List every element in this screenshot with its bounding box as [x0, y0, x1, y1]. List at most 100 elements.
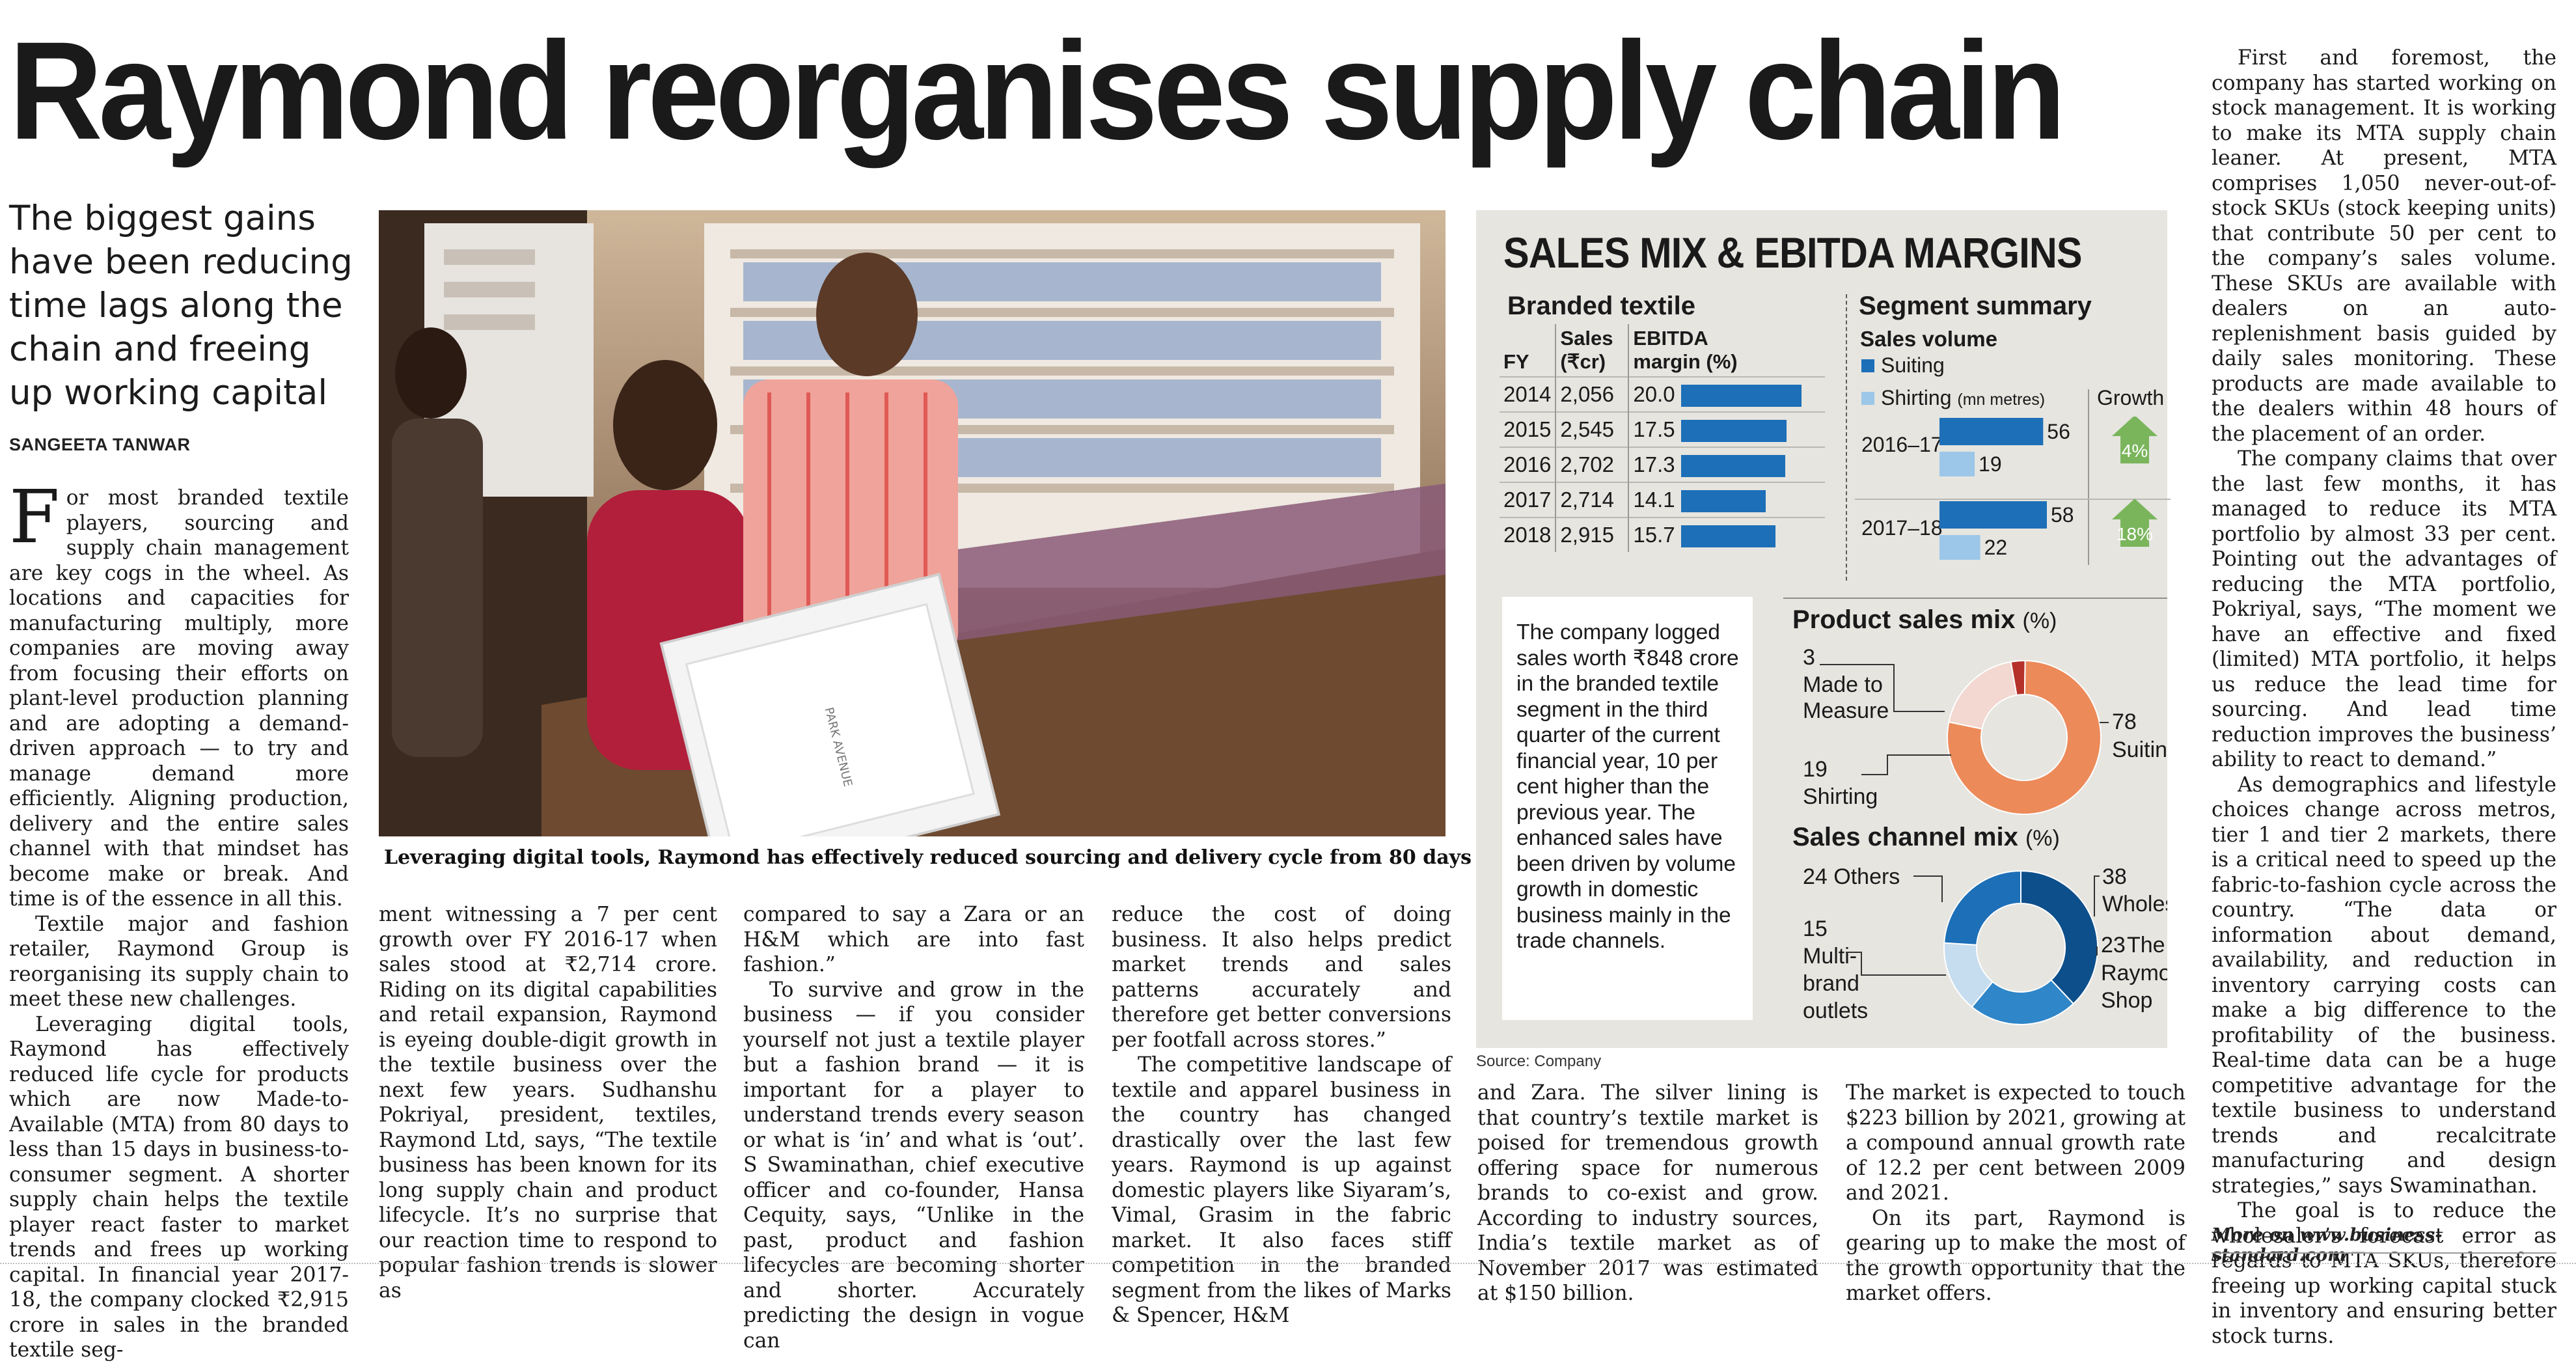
leader-line [1820, 664, 1945, 712]
cell-fy: 2015 [1500, 411, 1557, 447]
table-row: 2015 2,545 17.5 [1500, 411, 1825, 447]
slice-value: 3 [1803, 645, 1815, 670]
source-note: Source: Company [1476, 1053, 1602, 1070]
paragraph: The goal is to reduce the wholesaler’s f… [2212, 1199, 2556, 1348]
slice-value: 15 [1803, 916, 1828, 941]
paragraph: The company claims that over the last fe… [2212, 447, 2556, 771]
suiting-value: 58 [2051, 503, 2074, 527]
cell-margin: 20.0 [1628, 376, 1825, 412]
channel-mix-unit: (%) [2025, 826, 2060, 851]
branded-textile-rows: 2014 2,056 20.0 2015 2,545 17.5 2016 2,702 17.3 2… [1500, 376, 1825, 552]
col-header-fy-text: FY [1503, 350, 1529, 373]
sales-note-box [1502, 597, 1753, 1020]
table-row: 2017 2,714 14.1 [1500, 482, 1825, 517]
article-column-6: The market is expected to touch $223 bil… [1846, 1081, 2185, 1306]
shirting-bar [1939, 452, 1975, 476]
paragraph: or most branded textile players, sourcin… [9, 486, 349, 911]
slice-label: Shirting [1803, 784, 1878, 809]
growth-arrow-icon [2112, 499, 2158, 547]
mix-section-rule [1783, 598, 2167, 599]
col-header-ebitda: EBITDA margin (%) [1628, 324, 1825, 377]
suiting-bar [1939, 501, 2047, 529]
margin-bar [1681, 455, 1786, 478]
slice-value: 78 [2112, 709, 2137, 734]
slice-label: Suiting [2112, 737, 2167, 762]
cell-fy: 2016 [1500, 447, 1557, 482]
product-mix-unit: (%) [2022, 609, 2057, 633]
slice-label: Multi- [1803, 944, 1857, 969]
table-row: 2014 2,056 20.0 [1500, 376, 1825, 412]
slice-value: 19 [1803, 757, 1828, 782]
paragraph: reduce the cost of doing business. It al… [1112, 903, 1451, 1052]
cell-fy: 2014 [1500, 376, 1557, 412]
margin-value: 14.1 [1633, 487, 1675, 512]
paragraph: The competitive landscape of textile and… [1112, 1053, 1451, 1327]
paragraph: ment witnessing a 7 per cent growth over… [379, 903, 717, 1302]
margin-value: 17.3 [1633, 452, 1675, 476]
leader-line [1861, 754, 1951, 775]
suiting-bar [1939, 418, 2044, 445]
channel-mix-slice [2020, 870, 2098, 1005]
article-column-3: compared to say a Zara or an H&M which a… [743, 902, 1084, 1353]
channel-mix-title: Sales channel mix (%) [1792, 823, 2060, 852]
segment-row-rule [1855, 499, 2171, 500]
cell-margin: 15.7 [1628, 517, 1825, 552]
photo-caption: Leveraging digital tools, Raymond has ef… [384, 846, 1590, 869]
margin-bar [1681, 490, 1766, 513]
product-mix-slice [1948, 661, 2018, 730]
legend-swatch-suiting [1861, 359, 1874, 372]
col-header-sales: Sales (₹cr) [1555, 324, 1630, 377]
margin-bar [1681, 525, 1776, 548]
table-row: 2016 2,702 17.3 [1500, 447, 1825, 482]
more-online-link[interactable]: More on www.business-standard.com [2212, 1225, 2443, 1265]
sales-volume-label: Sales volume [1860, 327, 1997, 351]
col-header-ebitda-line2: margin (%) [1633, 350, 1738, 373]
col-header-sales-line2: (₹cr) [1560, 350, 1606, 373]
slice-label: outlets [1803, 998, 1868, 1023]
leader-line [1913, 875, 1943, 902]
cell-sales: 2,915 [1555, 517, 1630, 552]
segment-year-label: 2016–17 [1861, 433, 1943, 456]
person-left [392, 327, 483, 757]
headline: Raymond reorganises supply chain [9, 13, 2066, 169]
margin-bar [1681, 420, 1787, 443]
cell-fy: 2017 [1500, 482, 1557, 517]
paragraph: The market is expected to touch $223 bil… [1846, 1081, 2185, 1205]
growth-divider [2088, 389, 2089, 565]
cell-sales: 2,545 [1555, 411, 1630, 447]
slice-label: Made to [1803, 672, 1883, 697]
cell-margin: 17.3 [1628, 447, 1825, 482]
table-row: 2018 2,915 15.7 [1500, 517, 1825, 552]
slice-label: The [2127, 933, 2165, 957]
growth-arrow-icon [2112, 417, 2158, 463]
growth-label: Growth [2097, 386, 2165, 409]
slice-label: Wholesale [2102, 892, 2167, 916]
channel-mix-slice [1943, 870, 2021, 946]
branded-textile-heading: Branded textile [1507, 292, 1695, 320]
slice-label: brand [1803, 971, 1859, 996]
branded-textile-table: FY Sales (₹cr) EBITDA margin (%) 2014 2,056… [1500, 324, 1825, 552]
sales-note-text: The company logged sales worth ₹848 cror… [1516, 620, 1739, 953]
sales-channel-mix-chart: 24 Others 38 Wholesale 15 Multi-brandoutlets… [1803, 864, 2167, 1025]
product-mix-title-text: Product sales mix [1792, 605, 2016, 634]
col-header-ebitda-line1: EBITDA [1633, 327, 1708, 350]
article-column-4: reduce the cost of doing business. It al… [1112, 902, 1451, 1329]
shirting-bar [1939, 535, 1980, 560]
paragraph: First and foremost, the company has star… [2212, 46, 2556, 446]
segment-summary-chart: 2016–17 56 19 4% 2017–18 58 22 18% [1861, 417, 2158, 560]
deck: The biggest gains have been reducing tim… [9, 199, 353, 413]
margin-bar [1681, 385, 1802, 407]
slice-label: Raymond [2101, 961, 2167, 985]
legend-swatch-shirting [1861, 392, 1874, 405]
store-photo-illustration: PARK AVENUE [379, 210, 1446, 836]
article-column-5: and Zara. The silver lining is that coun… [1477, 1081, 1818, 1306]
col-header-sales-line1: Sales [1560, 327, 1613, 350]
infographic-title: SALES MIX & EBITDA MARGINS [1503, 228, 2082, 277]
margin-value: 20.0 [1633, 381, 1675, 406]
product-mix-slice [1947, 659, 2102, 815]
paragraph: Textile major and fashion retailer, Raym… [9, 912, 349, 1012]
infographic-divider [1846, 294, 1847, 581]
shirting-value: 22 [1984, 536, 2008, 559]
